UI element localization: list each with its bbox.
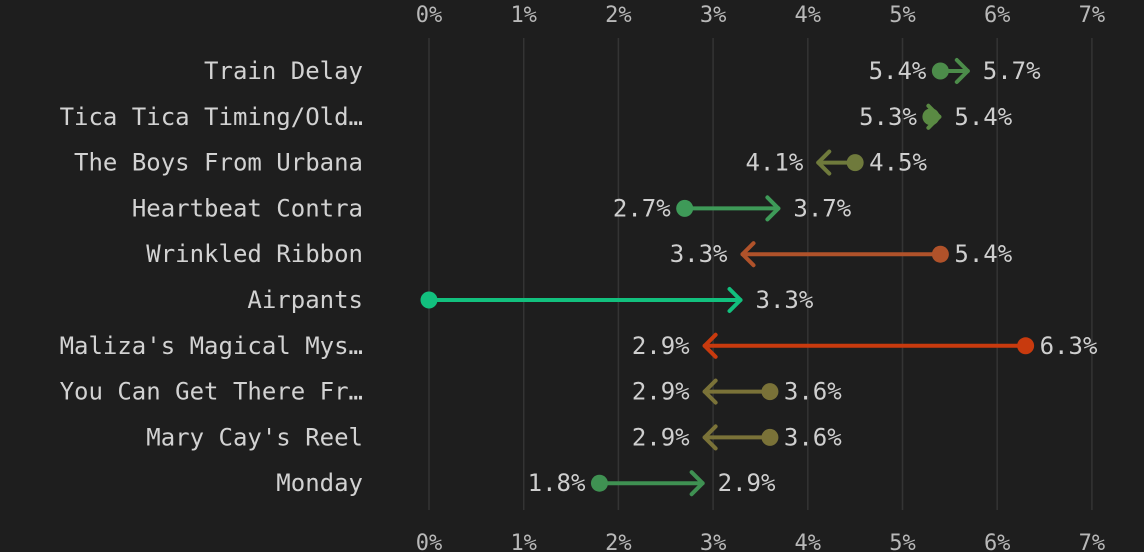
x-tick-label-bottom: 0% [416,531,443,552]
end-value-label: 5.4% [954,103,1012,131]
start-value-label: 5.3% [859,103,917,131]
arrow-head [816,149,832,176]
end-value-label: 2.9% [632,332,690,360]
x-tick-label-top: 1% [510,3,537,28]
start-point [420,291,438,309]
start-point [931,245,949,263]
arrow-head [954,58,970,84]
arrow-head [727,287,743,313]
arrow-head [702,424,718,451]
category-label: Wrinkled Ribbon [146,240,363,268]
start-value-label: 5.4% [954,240,1012,268]
row: Train Delay 5.4% 5.7% [204,57,1041,85]
row: The Boys From Urbana 4.5% 4.1% [74,149,927,177]
start-point [590,474,608,492]
arrow-head [702,378,718,405]
category-label: Tica Tica Timing/Old… [60,103,363,131]
end-value-label: 3.3% [756,286,814,314]
start-point [676,199,694,217]
start-value-label: 1.8% [528,469,586,497]
start-value-label: 6.3% [1040,332,1098,360]
row: You Can Get There Fr… 3.6% 2.9% [60,378,843,406]
category-label: You Can Get There Fr… [60,378,363,406]
category-label: Airpants [247,286,363,314]
category-label: Train Delay [204,57,363,85]
x-tick-label-top: 7% [1079,3,1106,28]
start-point [1017,337,1035,355]
x-tick-label-bottom: 7% [1079,531,1106,552]
end-value-label: 3.3% [670,240,728,268]
x-tick-label-bottom: 4% [795,531,822,552]
plot-rows: Train Delay 5.4% 5.7% Tica Tica Timing/Old…… [60,57,1098,497]
row: Wrinkled Ribbon 5.4% 3.3% [146,240,1012,268]
row: Tica Tica Timing/Old… 5.3% 5.4% [60,103,1013,131]
start-value-label: 3.6% [784,423,842,451]
category-label: The Boys From Urbana [74,149,363,177]
category-label: Maliza's Magical Mys… [60,332,363,360]
row: Monday 1.8% 2.9% [276,469,776,497]
arrow-head [765,195,781,222]
x-axis-top: 0% 1% 2% 3% 4% 5% 6% 7% [416,3,1105,28]
row: Airpants 3.3% [247,286,813,314]
x-tick-label-bottom: 5% [889,531,916,552]
category-label: Heartbeat Contra [132,194,363,222]
x-tick-label-top: 5% [889,3,916,28]
x-tick-label-top: 3% [700,3,727,28]
start-value-label: 5.4% [869,57,927,85]
start-point [931,62,949,80]
end-value-label: 2.9% [718,469,776,497]
category-label: Monday [276,469,363,497]
end-value-label: 2.9% [632,423,690,451]
arrow-head [740,241,756,268]
x-tick-label-top: 2% [605,3,632,28]
x-tick-label-bottom: 6% [984,531,1011,552]
start-point [846,154,864,172]
arrow-head [689,470,705,497]
x-tick-label-top: 0% [416,3,443,28]
start-point [761,383,779,401]
start-value-label: 2.7% [613,194,671,222]
row: Maliza's Magical Mys… 6.3% 2.9% [60,332,1098,360]
category-label: Mary Cay's Reel [146,423,363,451]
row: Mary Cay's Reel 3.6% 2.9% [146,423,842,451]
end-value-label: 4.1% [745,149,803,177]
end-value-label: 2.9% [632,378,690,406]
x-tick-label-bottom: 3% [700,531,727,552]
gridlines [428,38,1093,510]
row: Heartbeat Contra 2.7% 3.7% [132,194,852,222]
x-tick-label-bottom: 1% [510,531,537,552]
arrow-head [702,332,718,359]
x-tick-label-bottom: 2% [605,531,632,552]
x-tick-label-top: 4% [795,3,822,28]
end-value-label: 3.7% [793,194,851,222]
x-tick-label-top: 6% [984,3,1011,28]
start-value-label: 4.5% [869,149,927,177]
x-axis-bottom: 0% 1% 2% 3% 4% 5% 6% 7% [416,531,1105,552]
start-value-label: 3.6% [784,378,842,406]
start-point [761,428,779,446]
end-value-label: 5.7% [983,57,1041,85]
start-point [922,108,940,126]
